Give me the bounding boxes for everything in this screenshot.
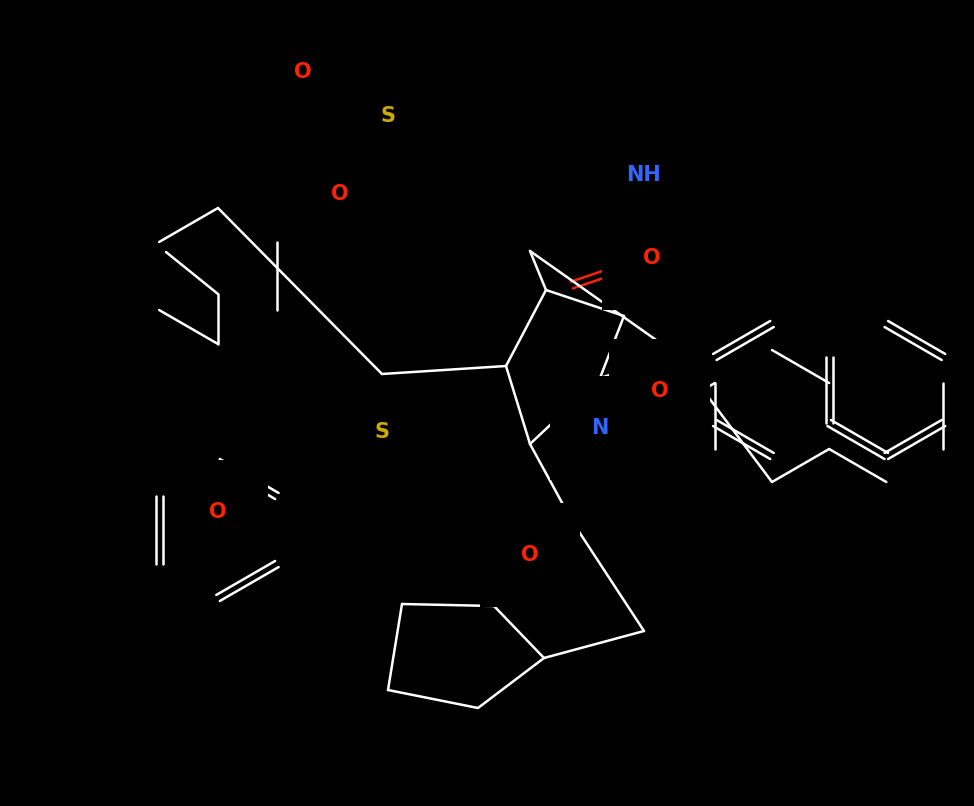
Text: S: S bbox=[381, 106, 395, 126]
Text: O: O bbox=[651, 381, 669, 401]
Text: O: O bbox=[521, 545, 539, 565]
Text: O: O bbox=[294, 62, 312, 82]
Text: NH: NH bbox=[626, 165, 661, 185]
Text: S: S bbox=[374, 422, 390, 442]
Text: O: O bbox=[331, 184, 349, 204]
Text: N: N bbox=[591, 418, 609, 438]
Text: O: O bbox=[643, 248, 660, 268]
Text: O: O bbox=[209, 502, 227, 522]
